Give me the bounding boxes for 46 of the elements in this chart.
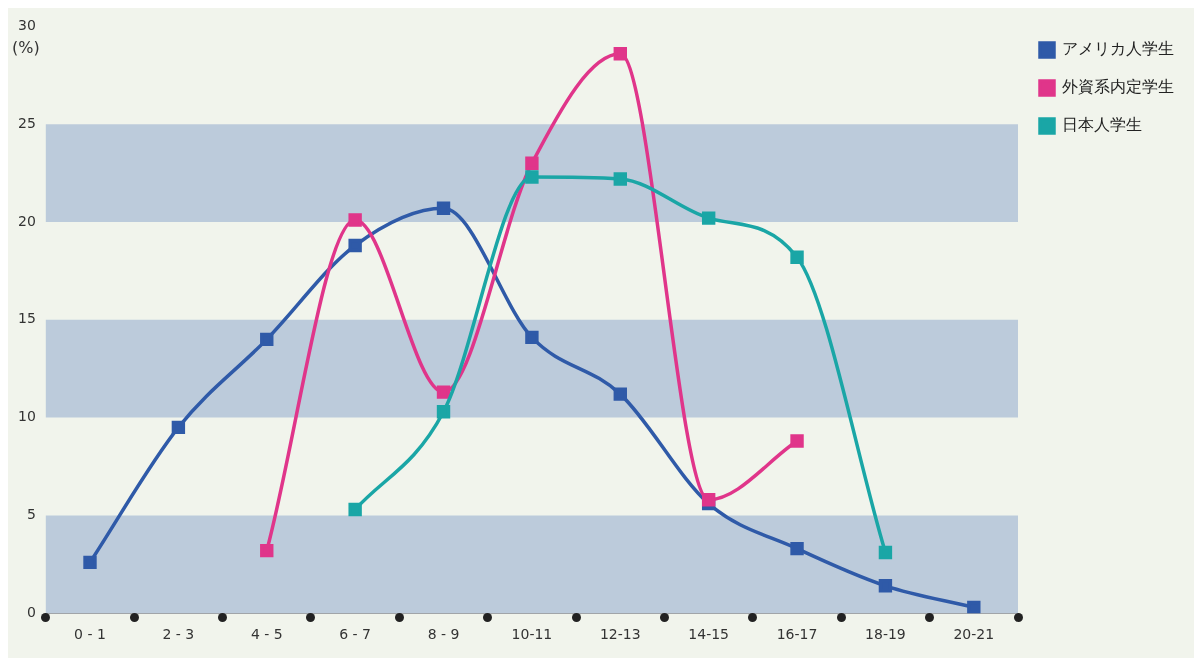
point [878,579,893,593]
point [83,555,97,570]
y-axis-title: (%) [11,37,40,57]
x-tick-label: 8 - 9 [427,626,460,643]
x-tick-label: 6 - 7 [339,626,372,643]
x-tick-label: 10-11 [511,626,553,643]
legend-label: アメリカ人学生 [1062,39,1174,59]
point [348,238,362,253]
x-tick-label: 2 - 3 [162,626,195,643]
legend-label: 日本人学生 [1062,115,1142,135]
point [171,420,186,435]
point [613,387,627,401]
point [878,545,893,560]
y-tick-label: 25 [17,114,36,131]
point [701,493,716,507]
x-tick-label: 12-13 [599,626,641,643]
point [967,600,981,614]
point [436,405,451,419]
point [701,211,716,225]
point [525,170,539,184]
point [790,250,804,264]
y-tick-label: 30 [17,17,36,34]
point [348,502,362,517]
point [525,330,539,345]
legend-label: 外資系内定学生 [1062,77,1174,97]
point [436,201,451,216]
point [436,385,451,399]
y-tick-label: 15 [17,310,36,327]
x-tick-label: 16-17 [776,626,818,643]
x-tick-label: 14-15 [688,626,730,643]
y-tick-label: 0 [26,603,36,620]
x-tick-label: 4 - 5 [250,626,283,643]
point [525,156,539,171]
y-tick-label: 5 [26,506,36,523]
x-tick-label: 18-19 [865,626,906,643]
y-tick-label: 10 [17,408,36,425]
x-tick-label: 20-21 [953,626,995,643]
point [790,434,804,448]
point [260,332,274,347]
point [260,543,274,558]
y-tick-label: 20 [17,212,36,229]
point [348,213,362,227]
x-tick-label: 0 - 1 [74,626,106,643]
point [613,172,627,186]
point [613,47,627,61]
point [790,541,804,556]
